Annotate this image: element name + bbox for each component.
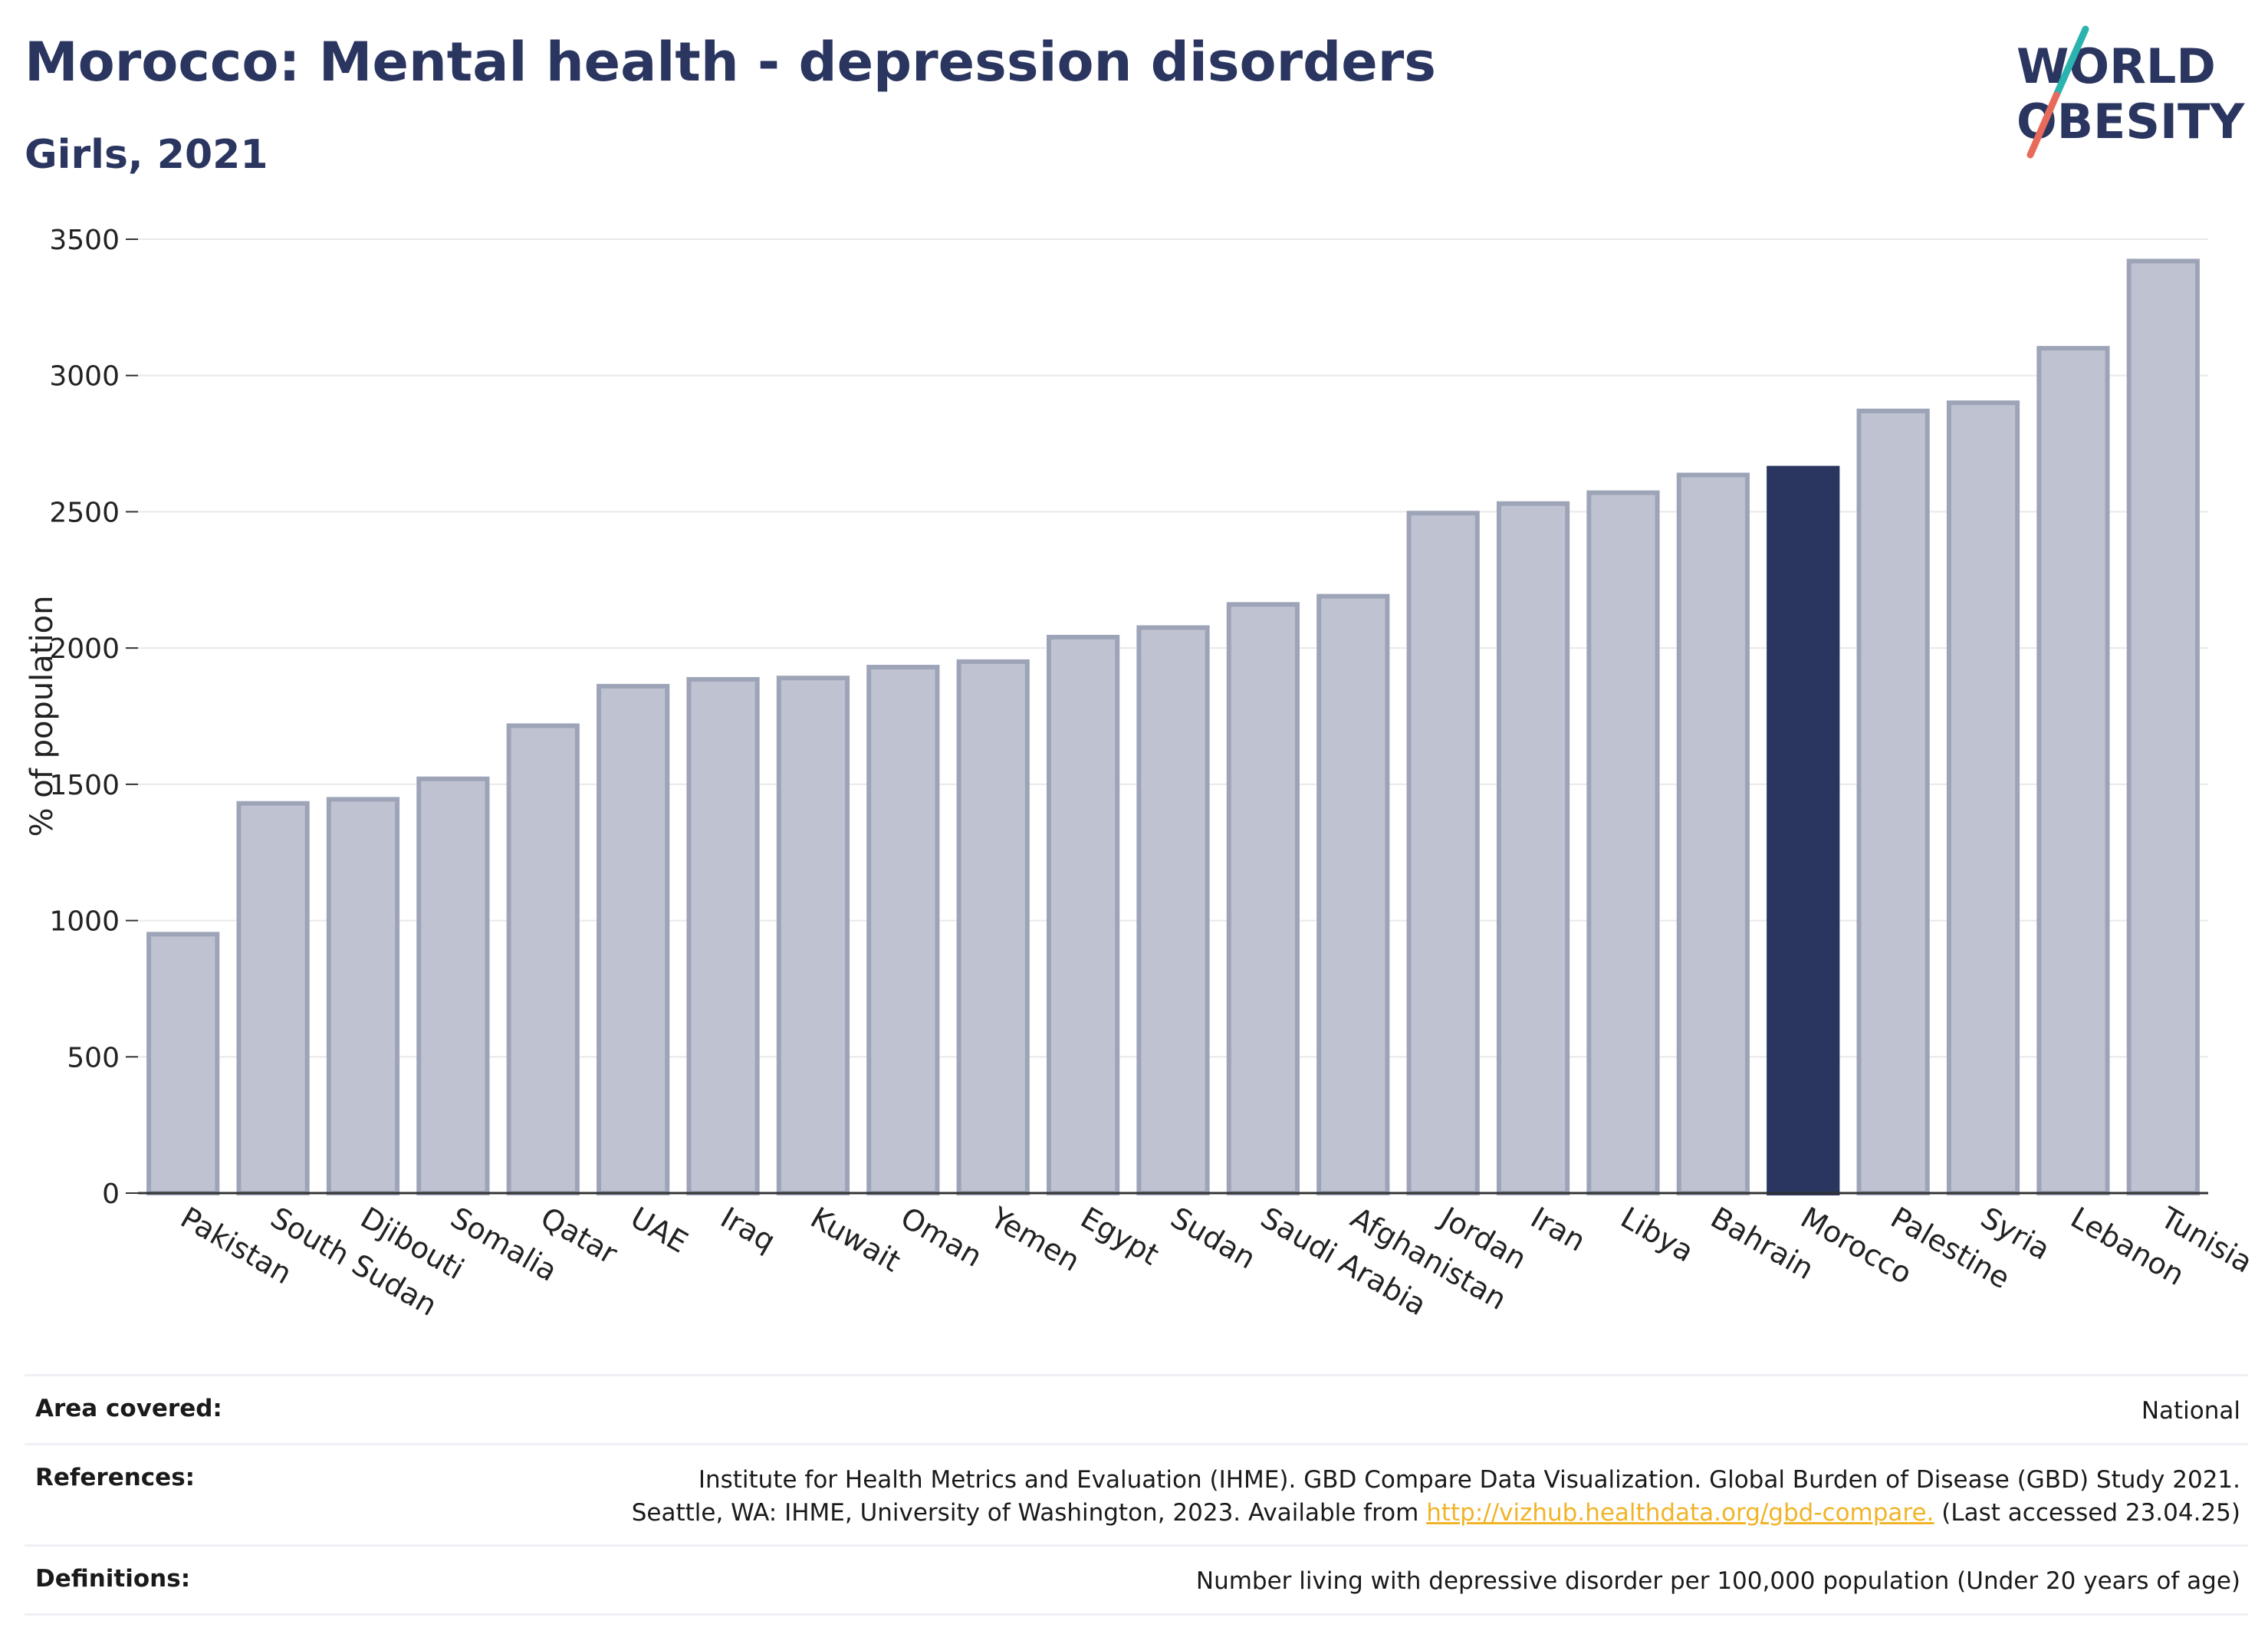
- world-obesity-logo: WORLD OBESITY: [1994, 15, 2254, 169]
- bar-syria: [1946, 400, 2020, 1195]
- definitions-label: Definitions:: [35, 1565, 191, 1593]
- bar-south-sudan: [236, 801, 310, 1195]
- x-tick-label: Yemen: [984, 1200, 1086, 1278]
- y-axis-label: % of population: [25, 596, 60, 837]
- bar-iraq: [686, 677, 760, 1195]
- bar-iran: [1496, 501, 1570, 1196]
- bar-palestine: [1856, 408, 1930, 1196]
- bar-egypt: [1047, 634, 1120, 1195]
- bar-qatar: [506, 723, 580, 1195]
- bar-sudan: [1136, 625, 1210, 1195]
- area-covered-label: Area covered:: [35, 1395, 222, 1422]
- y-tick-label: 0: [102, 1179, 120, 1210]
- bar-tunisia: [2126, 258, 2200, 1195]
- logo-slash-teal: [2053, 25, 2089, 99]
- y-tick-label: 500: [67, 1042, 120, 1073]
- x-tick-label: UAE: [625, 1201, 693, 1260]
- y-tick-label: 1000: [49, 906, 120, 938]
- bar-yemen: [956, 659, 1030, 1195]
- bar-chart: 0 500 1000 1500 2000 2500 3000 3500 PakistanSou…: [25, 225, 2258, 1323]
- y-tick-label: 3500: [49, 225, 120, 256]
- bar-morocco: [1767, 465, 1840, 1195]
- references-label: References:: [35, 1463, 196, 1491]
- logo-slash-coral: [2026, 91, 2060, 159]
- area-covered-value: National: [2141, 1397, 2240, 1425]
- references-link[interactable]: http://vizhub.healthdata.org/gbd-compare…: [1426, 1498, 1934, 1527]
- references-line-1: Institute for Health Metrics and Evaluat…: [698, 1465, 2240, 1494]
- y-tick-label: 3000: [49, 361, 120, 393]
- y-tick-label: 1500: [49, 770, 120, 801]
- area-covered-row: Area covered: National: [25, 1374, 2248, 1443]
- chart-subtitle: Girls, 2021: [25, 132, 268, 178]
- chart-title: Morocco: Mental health - depression diso…: [25, 31, 1436, 94]
- x-tick-label: Sudan: [1165, 1201, 1262, 1276]
- x-tick-label: Egypt: [1075, 1201, 1165, 1272]
- bars: [146, 258, 2200, 1196]
- bar-bahrain: [1676, 472, 1750, 1195]
- bar-jordan: [1406, 511, 1480, 1196]
- definitions-value: Number living with depressive disorder p…: [1195, 1567, 2240, 1596]
- bar-afghanistan: [1316, 593, 1390, 1195]
- bar-uae: [597, 683, 670, 1195]
- bar-djibouti: [326, 797, 400, 1195]
- references-row: References: Institute for Health Metrics…: [25, 1442, 2248, 1545]
- bar-oman: [866, 665, 940, 1195]
- references-value: Institute for Health Metrics and Evaluat…: [632, 1464, 2248, 1530]
- bar-somalia: [416, 776, 490, 1195]
- definitions-row: Definitions: Number living with depressi…: [25, 1544, 2248, 1616]
- references-line-2-start: Seattle, WA: IHME, University of Washing…: [631, 1498, 1427, 1527]
- x-tick-label: Kuwait: [805, 1201, 906, 1279]
- x-tick-label: Oman: [895, 1201, 988, 1274]
- y-tick-label: 2000: [49, 633, 120, 665]
- info-table: Area covered: National References: Insti…: [25, 1374, 2248, 1616]
- bar-saudi-arabia: [1226, 602, 1300, 1195]
- logo-word-world: WORLD: [2017, 38, 2216, 94]
- x-tick-label: Bahrain: [1705, 1201, 1819, 1287]
- y-tick-label: 2500: [49, 497, 120, 528]
- y-tick-labels: 0 500 1000 1500 2000 2500 3000 3500: [49, 225, 138, 1210]
- bar-pakistan: [146, 932, 220, 1195]
- bar-kuwait: [776, 676, 850, 1195]
- world-obesity-logo-graphic: WORLD OBESITY: [2017, 25, 2245, 159]
- bar-lebanon: [2036, 346, 2110, 1196]
- bar-libya: [1586, 490, 1660, 1195]
- x-tick-label: Iran: [1525, 1201, 1591, 1258]
- x-tick-label: Libya: [1615, 1201, 1699, 1269]
- references-line-2-end: (Last accessed 23.04.25): [1934, 1498, 2240, 1527]
- x-tick-label: Iraq: [715, 1201, 781, 1258]
